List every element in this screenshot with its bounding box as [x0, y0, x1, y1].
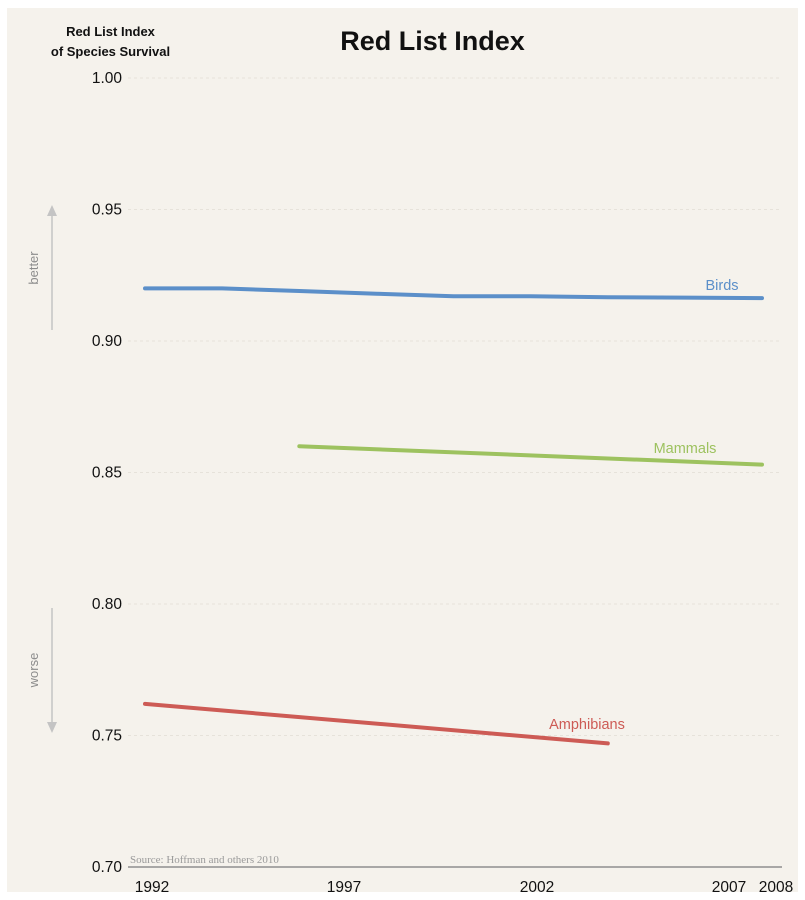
worse-arrow-head	[47, 722, 57, 733]
worse-label: worse	[26, 653, 41, 689]
series-label-birds: Birds	[705, 278, 738, 294]
chart-title: Red List Index	[340, 26, 525, 56]
better-arrow-head	[47, 205, 57, 216]
y-tick-label: 0.90	[92, 333, 123, 350]
series-label-mammals: Mammals	[654, 441, 717, 457]
y-tick-label: 0.75	[92, 728, 122, 745]
better-label: better	[26, 251, 41, 285]
x-tick-label: 2007	[712, 879, 746, 896]
y-tick-label: 0.70	[92, 859, 123, 876]
y-tick-label: 0.95	[92, 202, 122, 219]
x-tick-label: 1992	[135, 879, 169, 896]
y-tick-label: 0.80	[92, 596, 123, 613]
series-line-mammals	[297, 444, 764, 467]
y-axis-title-line-1: Red List Index	[66, 24, 155, 39]
y-axis-title: Red List Index of Species Survival	[18, 22, 203, 62]
y-tick-label: 1.00	[92, 70, 123, 87]
x-tick-label: 1997	[327, 879, 361, 896]
y-axis-title-line-2: of Species Survival	[50, 44, 171, 59]
x-tick-label: 2002	[520, 879, 554, 896]
source-note: Source: Hoffman and others 2010	[130, 854, 279, 866]
series-line-amphibians	[143, 701, 610, 746]
x-tick-label: 2008	[759, 879, 793, 896]
y-tick-label: 0.85	[92, 465, 122, 482]
series-label-amphibians: Amphibians	[549, 717, 625, 733]
series-line-birds	[143, 286, 764, 301]
